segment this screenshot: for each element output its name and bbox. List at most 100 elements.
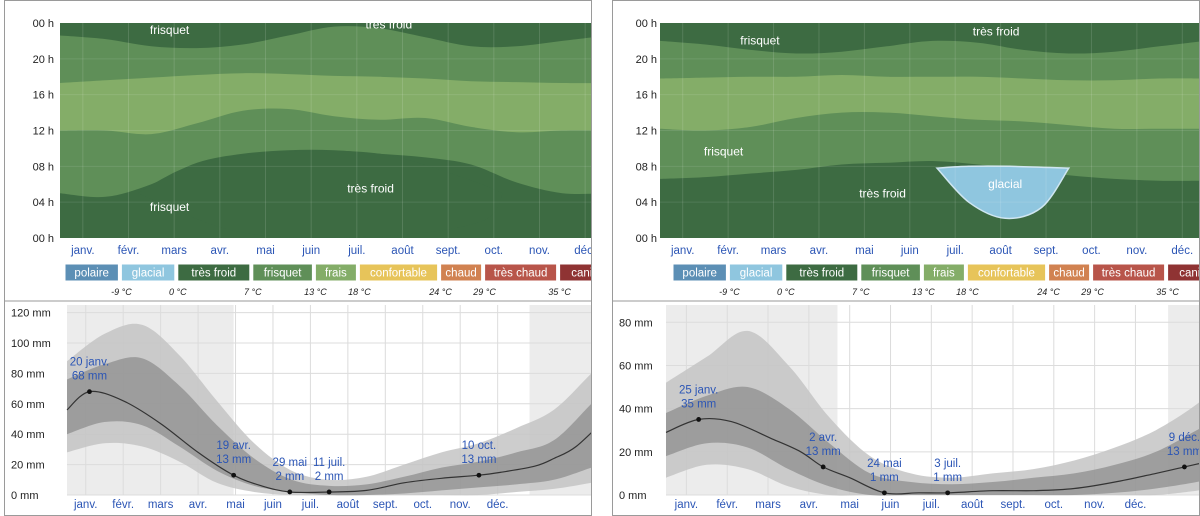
temp-region-label: très froid — [973, 25, 1020, 39]
left-night-tres-froid-band — [137, 150, 503, 238]
right-precipitation-chart: 0 mm 20 mm 40 mm 60 mm 80 mm janv. févr. mars av… — [619, 305, 1200, 511]
precip-annotation-dot — [476, 472, 482, 478]
precip-annotation-date: 10 oct. — [462, 440, 497, 452]
month-tick-label: mai — [855, 245, 874, 257]
legend-label: très froid — [799, 268, 844, 280]
hour-tick-label: 20 h — [33, 54, 54, 66]
hour-tick-label: 04 h — [33, 197, 54, 209]
month-tick-label: sept. — [1034, 245, 1059, 257]
legend-threshold: 7 °C — [852, 287, 870, 297]
legend-label: polaire — [74, 268, 109, 280]
legend-swatch — [252, 263, 313, 282]
precip-month-label: juil. — [922, 499, 940, 511]
legend-label: confortable — [978, 268, 1035, 280]
left-temperature-chart: 00 h 04 h 08 h 12 h 16 h 20 h 00 h janv. févr. ma… — [33, 17, 591, 257]
legend-swatch — [1048, 263, 1091, 282]
precip-month-label: mars — [148, 499, 174, 511]
legend-label: chaud — [1053, 268, 1084, 280]
precip-y-tick: 20 mm — [11, 460, 45, 472]
hour-tick-label: 00 h — [33, 233, 54, 245]
hour-tick-label: 20 h — [636, 54, 657, 66]
precip-month-label: déc. — [1125, 499, 1147, 511]
temp-region-label: frisquet — [704, 145, 744, 159]
month-tick-label: mars — [761, 245, 787, 257]
temp-region-label: frisquet — [150, 23, 190, 37]
month-tick-label: oct. — [485, 245, 504, 257]
precip-y-tick: 40 mm — [11, 429, 45, 441]
precip-y-tick: 0 mm — [619, 490, 647, 502]
right-temp-gridlines — [660, 23, 1199, 238]
left-temp-gridlines — [60, 23, 591, 238]
month-tick-label: oct. — [1082, 245, 1101, 257]
precip-band-25-75 — [666, 386, 1199, 496]
precip-month-label: oct. — [1045, 499, 1064, 511]
month-tick-label: mai — [256, 245, 275, 257]
precip-month-label: nov. — [1084, 499, 1105, 511]
hour-tick-label: 08 h — [636, 161, 657, 173]
legend-swatch — [1167, 263, 1199, 282]
hour-tick-label: 08 h — [33, 161, 54, 173]
legend-threshold: 24 °C — [1036, 287, 1060, 297]
legend-swatch — [358, 263, 439, 282]
month-tick-label: févr. — [118, 245, 140, 257]
legend-label: très chaud — [494, 268, 548, 280]
precip-median-line — [665, 417, 1199, 495]
month-tick-label: juil. — [946, 245, 964, 257]
legend-label: glacial — [740, 268, 773, 280]
precip-y-tick: 120 mm — [11, 308, 51, 320]
month-tick-label: nov. — [1126, 245, 1147, 257]
precip-annotation-dot — [945, 490, 951, 496]
precip-y-tick: 80 mm — [11, 368, 45, 380]
precip-annotation-date: 24 mai — [867, 458, 902, 470]
legend-threshold: 7 °C — [244, 287, 262, 297]
precip-annotation-value: 1 mm — [870, 472, 899, 484]
temp-region-label: frisquet — [740, 34, 780, 48]
precip-annotation-value: 13 mm — [1167, 446, 1200, 458]
precip-month-label: janv. — [674, 499, 698, 511]
precip-month-label: avr. — [800, 499, 819, 511]
precip-annotation-date: 11 juil. — [313, 457, 345, 469]
precip-month-label: déc. — [487, 499, 509, 511]
legend-threshold: 29 °C — [472, 287, 496, 297]
legend-threshold: 24 °C — [428, 287, 452, 297]
right-frais-band — [660, 75, 1199, 131]
precip-month-label: mars — [755, 499, 781, 511]
precip-y-tick: 40 mm — [619, 404, 653, 416]
month-tick-label: mars — [161, 245, 187, 257]
legend-swatch — [672, 263, 727, 282]
legend-swatch — [177, 263, 251, 282]
legend-swatch — [440, 263, 483, 282]
precip-annotation-value: 1 mm — [933, 472, 962, 484]
legend-label: frisquet — [264, 268, 303, 280]
legend-swatch — [64, 263, 119, 282]
legend-label: très froid — [191, 268, 236, 280]
precip-annotation-date: 3 juil. — [934, 458, 961, 470]
precip-y-tick: 20 mm — [619, 447, 653, 459]
legend-label: caniculaire — [571, 268, 592, 280]
left-legend: polaire glacial très froid frisquet frais con… — [64, 263, 592, 297]
precip-annotation-dot — [326, 489, 332, 495]
right-panel-svg: 00 h 04 h 08 h 12 h 16 h 20 h 00 h janv. févr. ma… — [613, 18, 1200, 511]
precip-month-label: avr. — [189, 499, 208, 511]
precip-month-label: nov. — [450, 499, 471, 511]
precip-month-label: mai — [226, 499, 245, 511]
legend-threshold: -9 °C — [719, 287, 740, 297]
hour-tick-label: 16 h — [33, 90, 54, 102]
legend-label: caniculaire — [1179, 268, 1200, 280]
legend-label: chaud — [445, 268, 476, 280]
legend-label: frisquet — [872, 268, 911, 280]
precip-median-line — [66, 390, 591, 494]
precip-annotation-value: 13 mm — [461, 454, 496, 466]
hour-tick-label: 12 h — [33, 126, 54, 138]
left-frais-band — [60, 73, 591, 135]
legend-label: glacial — [132, 268, 165, 280]
precip-month-label: janv. — [73, 499, 97, 511]
legend-swatch — [966, 263, 1047, 282]
legend-swatch — [484, 263, 558, 282]
precip-month-label: févr. — [112, 499, 134, 511]
precip-y-tick: 80 mm — [619, 317, 653, 329]
legend-threshold: 0 °C — [777, 287, 795, 297]
legend-label: polaire — [682, 268, 717, 280]
legend-swatch — [314, 263, 357, 282]
